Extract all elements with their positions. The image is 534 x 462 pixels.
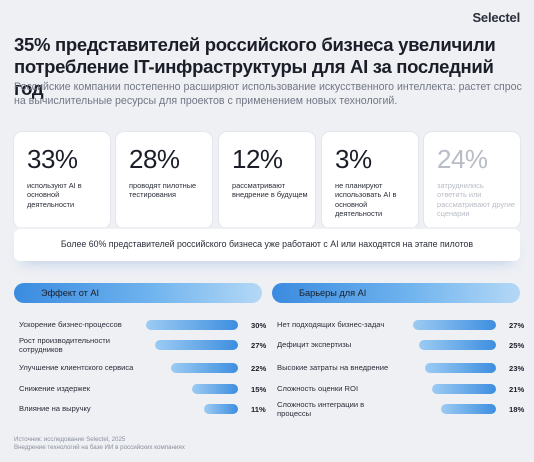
barriers-chart: Нет подходящих бизнес-задач 27% Дефицит эк… (272, 314, 524, 424)
category-label: Нет подходящих бизнес-задач (277, 320, 385, 329)
bar (431, 384, 496, 394)
stat-label: не планируют использовать AI в основной … (335, 181, 397, 218)
bar (440, 404, 496, 414)
summary-band: Более 60% представителей российского биз… (14, 229, 520, 261)
stat-value: 12% (232, 144, 283, 174)
stat-label: используют AI в основной деятельности (27, 181, 82, 209)
page-subtitle: Российские компании постепенно расширяют… (14, 81, 522, 107)
bar-value-label: 21% (509, 385, 525, 394)
bar-value-label: 18% (509, 405, 525, 414)
stat-card: 3% не планируют использовать AI в основн… (322, 132, 418, 228)
footer-source: Источник: исследование Selectel, 2025 (14, 436, 126, 443)
stat-value: 3% (335, 144, 372, 174)
bar-value-label: 15% (251, 385, 267, 394)
category-label: Дефицит экспертизы (277, 340, 352, 349)
bar-track (404, 320, 496, 330)
stat-cards: 33% используют AI в основной деятельност… (14, 132, 520, 228)
bar-track (404, 404, 496, 414)
category-label: Ускорение бизнес-процессов (19, 320, 122, 329)
bar-track (146, 363, 238, 373)
bar (170, 363, 238, 373)
category-label: Влияние на выручку (19, 404, 91, 413)
stat-value: 24% (437, 144, 488, 174)
category-label: Сложность интеграции в процессы (277, 400, 365, 419)
category-label: Улучшение клиентского сервиса (19, 363, 134, 372)
page-title: 35% представителей российского бизнеса у… (14, 34, 496, 99)
category-label: Рост производительности сотрудников (19, 336, 110, 355)
bar-track (146, 404, 238, 414)
bar-track (404, 384, 496, 394)
footer-note: Внедрение технологий на базе ИИ в россий… (14, 444, 185, 451)
effects-header: Эффект от AI (14, 283, 262, 303)
stat-card: 28% проводят пилотные тестирования (116, 132, 212, 228)
bar-track (146, 320, 238, 330)
category-label: Высокие затраты на внедрение (277, 363, 389, 372)
effects-chart: Ускорение бизнес-процессов 30% Рост произв… (14, 314, 266, 424)
bar-value-label: 27% (251, 341, 267, 350)
selectel-logo: Selectel (472, 10, 520, 25)
bar (204, 404, 238, 414)
bar-value-label: 23% (509, 364, 525, 373)
bar-value-label: 25% (509, 341, 525, 350)
barriers-header: Барьеры для AI (272, 283, 520, 303)
stat-label: рассматривают внедрение в будущем (232, 181, 308, 200)
summary-text: Более 60% представителей российского биз… (60, 239, 474, 249)
stat-card: 33% используют AI в основной деятельност… (14, 132, 110, 228)
logo-text: Selectel (472, 10, 520, 25)
effects-title: Эффект от AI (41, 288, 100, 298)
bar (146, 320, 238, 330)
bar-value-label: 27% (509, 321, 525, 330)
stat-value: 33% (27, 144, 78, 174)
bar (425, 363, 496, 373)
stat-card: 24% затруднились ответить или рассматрив… (424, 132, 520, 228)
bar-track (146, 384, 238, 394)
bar (419, 340, 496, 350)
stat-card: 12% рассматривают внедрение в будущем (219, 132, 315, 228)
category-label: Снижение издержек (19, 384, 91, 393)
stat-value: 28% (129, 144, 180, 174)
bar-value-label: 22% (251, 364, 267, 373)
footer: Источник: исследование Selectel, 2025 Вн… (14, 436, 185, 452)
bar (413, 320, 496, 330)
bar-value-label: 30% (251, 321, 267, 330)
stat-label: затруднились ответить или рассматривают … (437, 181, 516, 218)
category-label: Сложность оценки ROI (277, 384, 359, 393)
stat-label: проводят пилотные тестирования (129, 181, 197, 200)
bar-value-label: 11% (251, 405, 266, 414)
bar-track (404, 363, 496, 373)
bar (155, 340, 238, 350)
bar (192, 384, 238, 394)
bar-track (404, 340, 496, 350)
bar-track (146, 340, 238, 350)
barriers-title: Барьеры для AI (299, 288, 367, 298)
